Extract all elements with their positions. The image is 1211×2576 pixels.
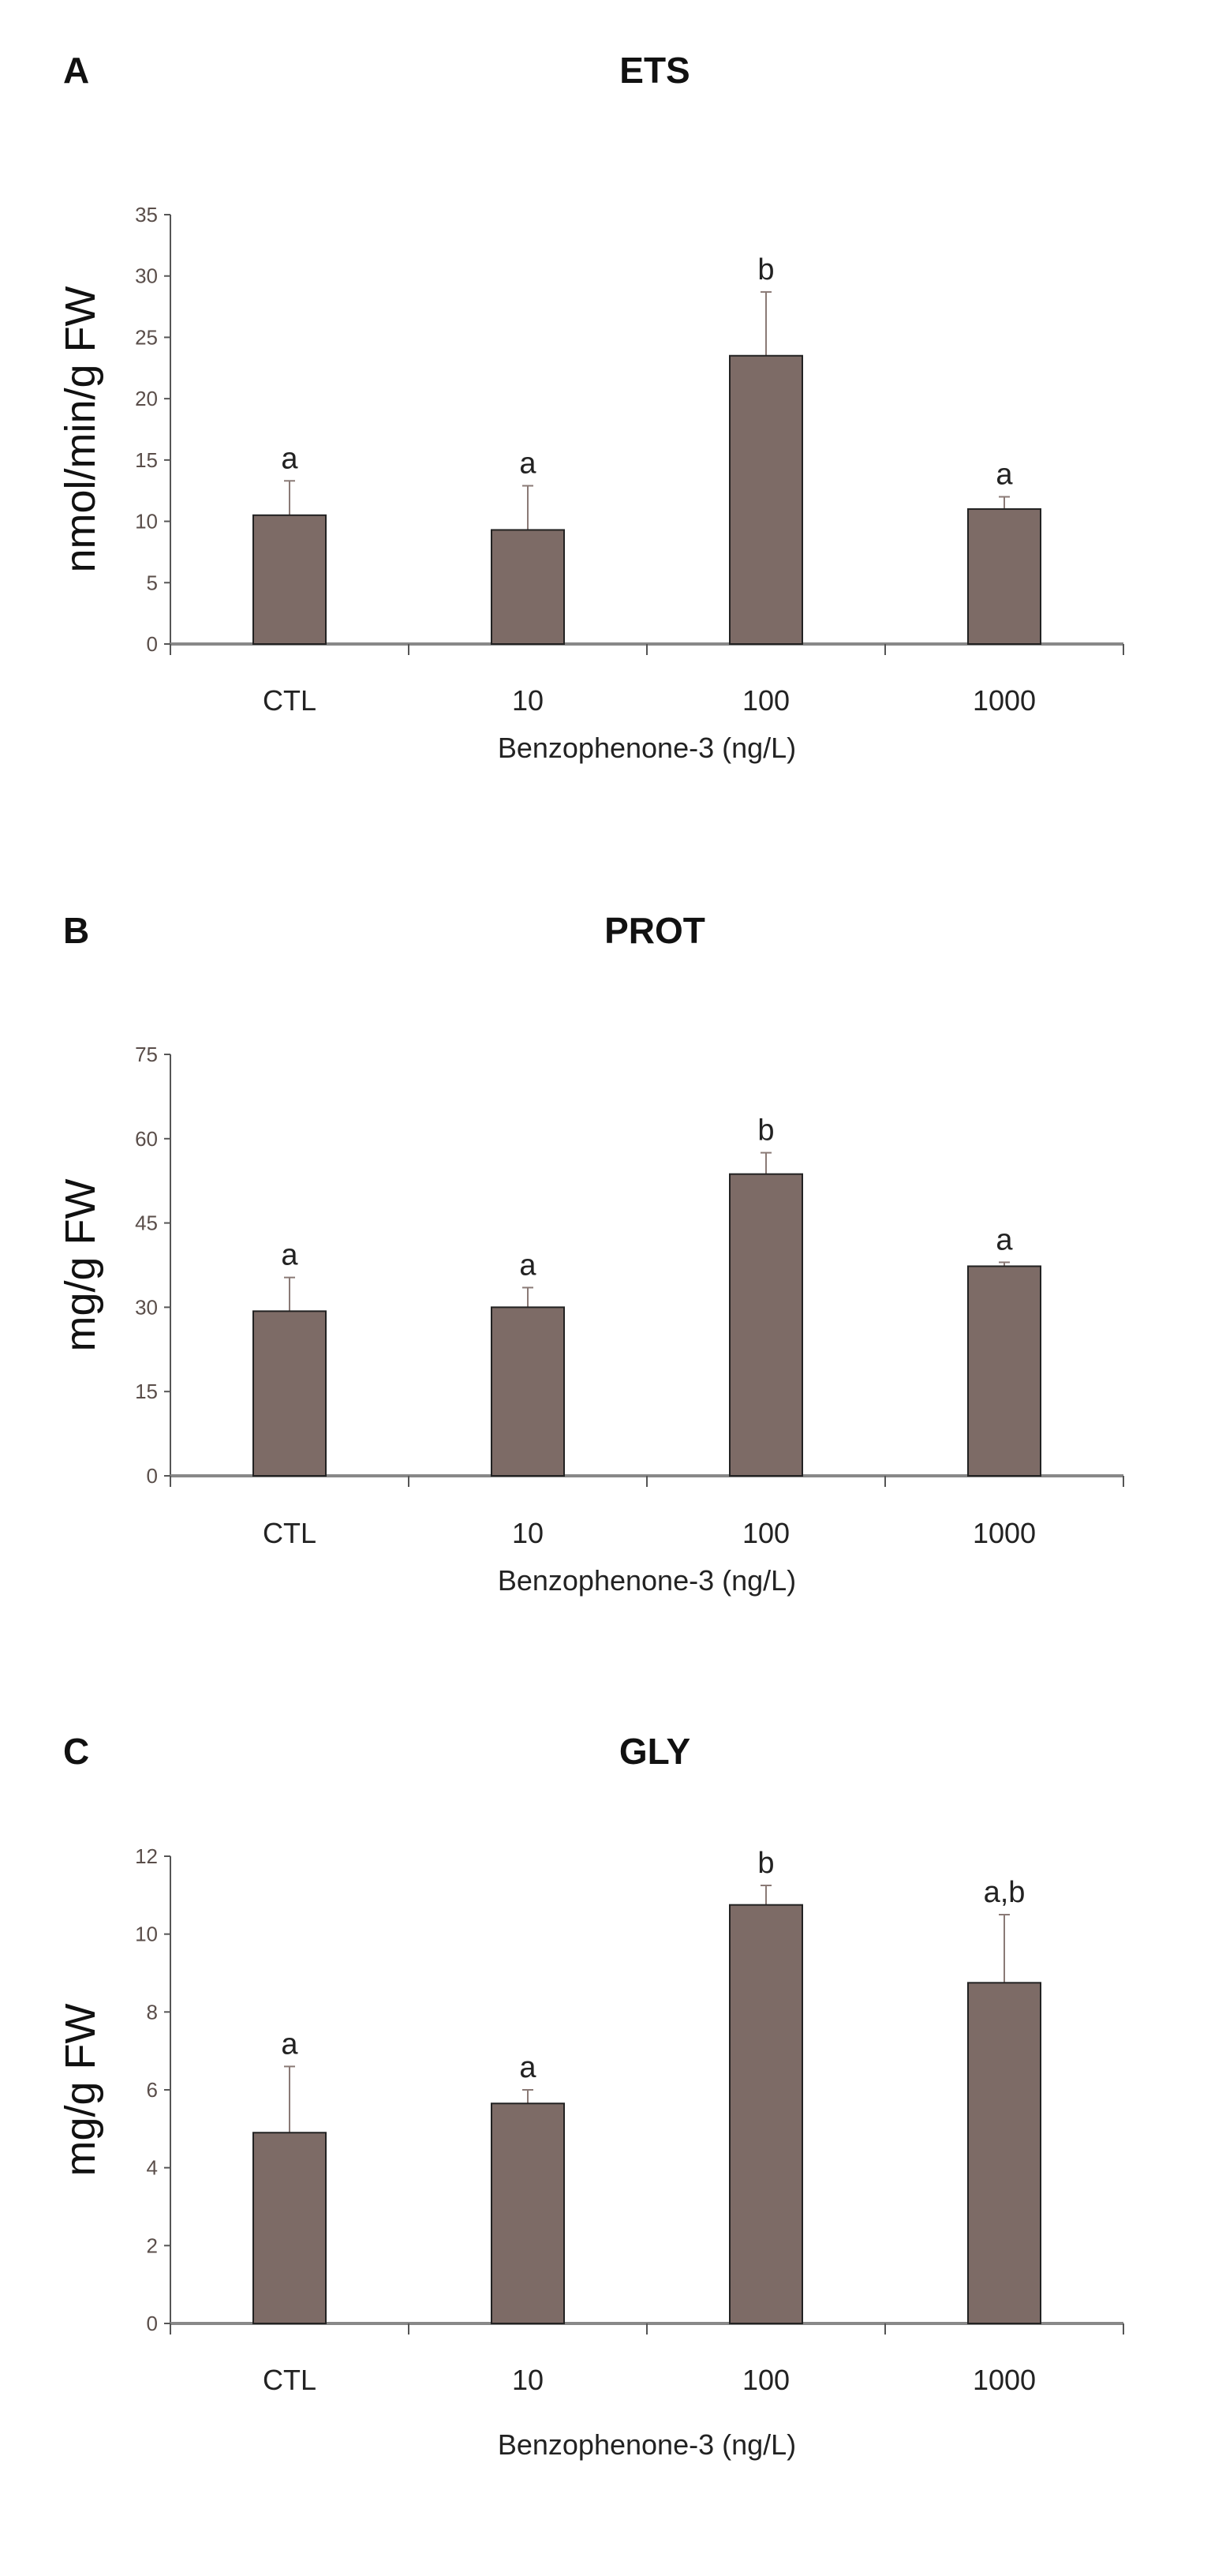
chart-title: GLY — [619, 1731, 690, 1772]
x-tick-label: 10 — [512, 684, 544, 717]
x-tick-label: 100 — [742, 2364, 790, 2396]
x-tick-label: 10 — [512, 2364, 544, 2396]
bar-100 — [729, 1904, 803, 2325]
panel-label: B — [63, 910, 89, 951]
significance-label: a — [519, 447, 536, 480]
y-tick-label: 25 — [135, 325, 158, 349]
y-tick-label: 30 — [135, 264, 158, 288]
bar-ctl — [252, 514, 327, 645]
y-tick-label: 5 — [147, 571, 158, 594]
y-tick-label: 75 — [135, 1043, 158, 1066]
chart-panel-b: B PROT 0 15 30 45 60 75 a CTL a 10 b 100 a 1000 Benzophe… — [57, 910, 1124, 1597]
chart-title: ETS — [619, 50, 690, 91]
x-tick-label: 100 — [742, 684, 790, 717]
x-tick-label: CTL — [263, 2364, 316, 2396]
x-tick-label: CTL — [263, 1517, 316, 1549]
y-tick-label: 2 — [147, 2233, 158, 2257]
y-tick-label: 0 — [147, 1464, 158, 1488]
y-tick-label: 15 — [135, 1380, 158, 1403]
y-tick-label: 8 — [147, 2000, 158, 2024]
y-tick-label: 10 — [135, 510, 158, 534]
bar-10 — [491, 2102, 565, 2324]
y-tick-label: 30 — [135, 1295, 158, 1319]
x-axis-label: Benzophenone-3 (ng/L) — [498, 1564, 796, 1597]
bar-100 — [729, 354, 803, 645]
chart-panel-a: A ETS 0 5 10 15 20 25 30 35 a CTL a 10 b 100 a 1000 Benzop… — [57, 50, 1124, 764]
y-axis-label: mg/g FW — [57, 1178, 104, 1351]
x-tick-label: 1000 — [973, 684, 1036, 717]
x-axis-label: Benzophenone-3 (ng/L) — [498, 732, 796, 764]
y-tick-label: 4 — [147, 2156, 158, 2180]
y-tick-label: 20 — [135, 387, 158, 410]
y-axis-label: mg/g FW — [57, 2003, 104, 2176]
y-tick-label: 0 — [147, 2312, 158, 2335]
significance-label: b — [757, 253, 774, 286]
significance-label: a,b — [984, 1876, 1026, 1909]
x-tick-label: 1000 — [973, 2364, 1036, 2396]
y-tick-label: 6 — [147, 2078, 158, 2102]
bar-10 — [491, 1306, 565, 1477]
bar-1000 — [967, 508, 1041, 645]
y-tick-label: 35 — [135, 203, 158, 227]
significance-label: a — [281, 1239, 298, 1272]
x-axis-label: Benzophenone-3 (ng/L) — [498, 2428, 796, 2461]
y-tick-label: 60 — [135, 1127, 158, 1151]
x-tick-label: 100 — [742, 1517, 790, 1549]
chart-panel-c: C GLY 0 2 4 6 8 10 12 a CTL a 10 b 100 a,b 1000 Benzophen… — [57, 1731, 1124, 2461]
significance-label: b — [757, 1114, 774, 1148]
significance-label: a — [996, 1223, 1013, 1256]
chart-title: PROT — [604, 910, 705, 951]
y-axis-label: nmol/min/g FW — [57, 286, 104, 572]
x-tick-label: 1000 — [973, 1517, 1036, 1549]
significance-label: a — [519, 1249, 536, 1282]
significance-label: a — [281, 2027, 298, 2061]
y-tick-label: 0 — [147, 632, 158, 656]
bar-100 — [729, 1173, 803, 1477]
panel-label: C — [63, 1731, 89, 1772]
bar-ctl — [252, 1310, 327, 1477]
significance-label: b — [757, 1847, 774, 1880]
significance-label: a — [996, 458, 1013, 491]
significance-label: a — [281, 442, 298, 475]
panel-label: A — [63, 50, 89, 91]
y-tick-label: 15 — [135, 448, 158, 472]
y-tick-label: 45 — [135, 1211, 158, 1235]
significance-label: a — [519, 2051, 536, 2084]
y-tick-label: 12 — [135, 1844, 158, 1868]
bar-1000 — [967, 1265, 1041, 1477]
bar-1000 — [967, 1982, 1041, 2324]
x-tick-label: CTL — [263, 684, 316, 717]
y-tick-label: 10 — [135, 1923, 158, 1946]
bar-10 — [491, 529, 565, 645]
bar-ctl — [252, 2132, 327, 2324]
x-tick-label: 10 — [512, 1517, 544, 1549]
